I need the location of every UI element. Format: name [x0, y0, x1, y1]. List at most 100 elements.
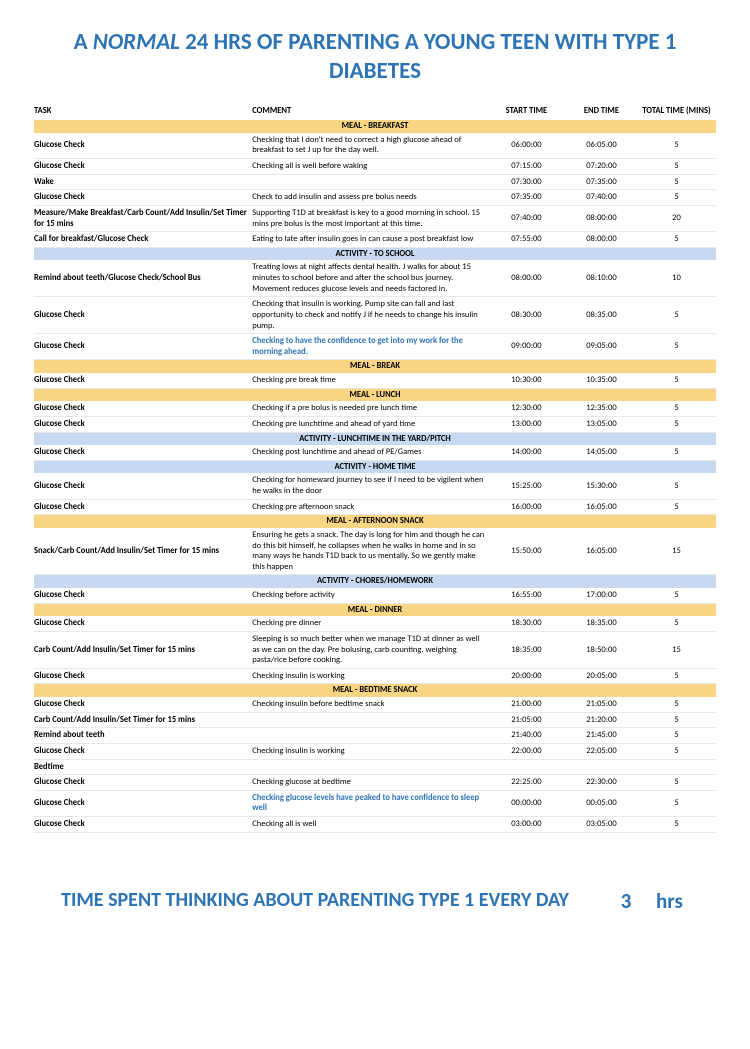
table-row: Glucose CheckChecking glucose levels hav… [34, 790, 716, 816]
cell-comment: Supporting T1D at breakfast is key to a … [252, 205, 491, 231]
cell-comment: Checking insulin is working [252, 743, 491, 759]
cell-total: 5 [641, 445, 716, 460]
cell-start: 07:40:00 [491, 205, 566, 231]
cell-comment: Checking pre lunchtime and ahead of yard… [252, 416, 491, 432]
cell-comment: Checking pre break time [252, 373, 491, 388]
cell-task: Glucose Check [34, 297, 252, 334]
cell-start: 22:00:00 [491, 743, 566, 759]
table-row: Glucose CheckChecking pre lunchtime and … [34, 416, 716, 432]
cell-end: 17:00:00 [566, 588, 641, 603]
cell-start: 09:00:00 [491, 334, 566, 360]
cell-start: 07:30:00 [491, 174, 566, 190]
section-header: MEAL - LUNCH [34, 388, 716, 401]
summary-unit: hrs [656, 888, 716, 914]
section-header: MEAL - DINNER [34, 603, 716, 616]
cell-total: 5 [641, 499, 716, 515]
table-row: Remind about teeth21:40:0021:45:005 [34, 728, 716, 744]
cell-start: 16:00:00 [491, 499, 566, 515]
cell-comment: Checking for homeward journey to see if … [252, 473, 491, 499]
cell-start [491, 759, 566, 775]
title-italic: NORMAL [93, 28, 180, 56]
cell-comment: Treating lows at night affects dental he… [252, 260, 491, 296]
cell-start: 14:00:00 [491, 445, 566, 460]
header-total: TOTAL TIME (MINS) [641, 104, 716, 121]
cell-start: 08:00:00 [491, 260, 566, 296]
cell-total: 5 [641, 232, 716, 248]
cell-end: 08:00:00 [566, 232, 641, 248]
page-title: A NORMAL 24 HRS OF PARENTING A YOUNG TEE… [34, 28, 716, 86]
table-row: Glucose CheckChecking insulin is working… [34, 743, 716, 759]
cell-comment: Checking glucose levels have peaked to h… [252, 790, 491, 816]
cell-start: 00:00:00 [491, 790, 566, 816]
cell-total: 5 [641, 668, 716, 684]
cell-total: 5 [641, 401, 716, 416]
cell-start: 21:05:00 [491, 712, 566, 728]
cell-task: Glucose Check [34, 445, 252, 460]
cell-task: Glucose Check [34, 190, 252, 206]
page: A NORMAL 24 HRS OF PARENTING A YOUNG TEE… [0, 0, 750, 1049]
table-row: Glucose CheckChecking for homeward journ… [34, 473, 716, 499]
cell-task: Measure/Make Breakfast/Carb Count/Add In… [34, 205, 252, 231]
cell-end: 22:30:00 [566, 775, 641, 791]
cell-start: 07:15:00 [491, 159, 566, 175]
cell-task: Glucose Check [34, 668, 252, 684]
cell-comment: Checking glucose at bedtime [252, 775, 491, 791]
cell-comment: Ensuring he gets a snack. The day is lon… [252, 528, 491, 575]
schedule-table: TASK COMMENT START TIME END TIME TOTAL T… [34, 104, 716, 833]
table-row: Bedtime [34, 759, 716, 775]
cell-end [566, 759, 641, 775]
cell-total: 5 [641, 174, 716, 190]
cell-comment: Checking insulin is working [252, 668, 491, 684]
section-header: ACTIVITY - CHORES/HOMEWORK [34, 575, 716, 588]
cell-total: 15 [641, 631, 716, 668]
table-row: Remind about teeth/Glucose Check/School … [34, 260, 716, 296]
cell-total: 5 [641, 790, 716, 816]
cell-start: 16:55:00 [491, 588, 566, 603]
cell-end: 16:05:00 [566, 528, 641, 575]
table-row: Snack/Carb Count/Add Insulin/Set Timer f… [34, 528, 716, 575]
cell-start: 15:25:00 [491, 473, 566, 499]
table-row: Glucose CheckChecking insulin is working… [34, 668, 716, 684]
cell-end: 09:05:00 [566, 334, 641, 360]
cell-comment: Check to add insulin and assess pre bolu… [252, 190, 491, 206]
cell-start: 10:30:00 [491, 373, 566, 388]
cell-end: 21:05:00 [566, 697, 641, 712]
title-pre: A [74, 28, 93, 56]
cell-start: 18:35:00 [491, 631, 566, 668]
section-header: ACTIVITY - TO SCHOOL [34, 247, 716, 260]
cell-start: 15:50:00 [491, 528, 566, 575]
cell-task: Call for breakfast/Glucose Check [34, 232, 252, 248]
cell-task: Glucose Check [34, 473, 252, 499]
cell-comment [252, 712, 491, 728]
cell-comment: Checking insulin before bedtime snack [252, 697, 491, 712]
cell-total: 5 [641, 373, 716, 388]
table-row: Glucose CheckChecking all is well03:00:0… [34, 817, 716, 833]
cell-comment [252, 759, 491, 775]
cell-comment [252, 728, 491, 744]
header-start: START TIME [491, 104, 566, 121]
cell-start: 03:00:00 [491, 817, 566, 833]
cell-start: 07:55:00 [491, 232, 566, 248]
cell-total: 5 [641, 473, 716, 499]
table-row: Glucose CheckChecking pre dinner18:30:00… [34, 616, 716, 631]
table-row: Glucose CheckChecking pre break time10:3… [34, 373, 716, 388]
cell-end: 07:40:00 [566, 190, 641, 206]
cell-start: 21:00:00 [491, 697, 566, 712]
cell-task: Wake [34, 174, 252, 190]
table-row: Glucose CheckChecking that insulin is wo… [34, 297, 716, 334]
table-row: Glucose CheckCheck to add insulin and as… [34, 190, 716, 206]
cell-total: 20 [641, 205, 716, 231]
cell-task: Glucose Check [34, 334, 252, 360]
cell-comment: Eating to late after insulin goes in can… [252, 232, 491, 248]
cell-comment: Checking all is well [252, 817, 491, 833]
cell-comment: Checking that I don't need to correct a … [252, 133, 491, 159]
cell-task: Carb Count/Add Insulin/Set Timer for 15 … [34, 712, 252, 728]
summary-label: TIME SPENT THINKING ABOUT PARENTING TYPE… [34, 888, 596, 913]
section-header: ACTIVITY - HOME TIME [34, 460, 716, 473]
cell-start: 21:40:00 [491, 728, 566, 744]
cell-task: Snack/Carb Count/Add Insulin/Set Timer f… [34, 528, 252, 575]
cell-end: 00:05:00 [566, 790, 641, 816]
header-task: TASK [34, 104, 252, 121]
cell-end: 18:50:00 [566, 631, 641, 668]
cell-task: Remind about teeth [34, 728, 252, 744]
